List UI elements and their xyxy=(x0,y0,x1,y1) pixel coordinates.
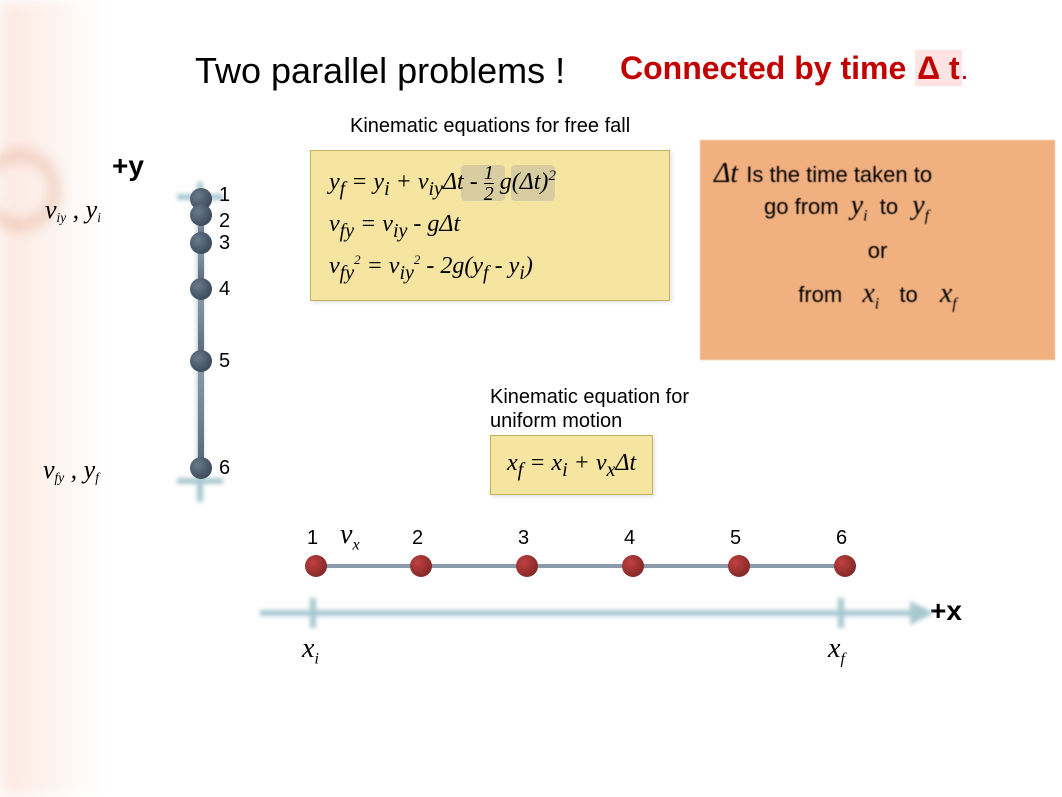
eq-line-3: vfy2 = viy2 - 2g(yf - yi) xyxy=(329,247,651,289)
title-main: Two parallel problems ! xyxy=(195,50,565,92)
label-vfy-yf: vfy , yf xyxy=(43,455,99,486)
haxis-line xyxy=(260,610,920,616)
vertical-ball-label: 6 xyxy=(219,457,230,480)
equation-box-freefall: yf = yi + viyΔt - 12 g(Δt)2 vfy = viy - … xyxy=(310,150,670,301)
vertical-ball-label: 2 xyxy=(219,210,230,233)
vline-seg xyxy=(198,296,204,354)
eq-line-1: yf = yi + viyΔt - 12 g(Δt)2 xyxy=(329,163,651,205)
horizontal-ball-label: 5 xyxy=(730,527,741,550)
subtitle-text: Connected by time xyxy=(620,50,915,86)
title-connected-by-time: Connected by time Δ t. xyxy=(620,50,967,87)
vertical-ball-label: 4 xyxy=(219,278,230,301)
eq-line-2: vfy = viy - gΔt xyxy=(329,205,651,247)
horizontal-ball-label: 2 xyxy=(412,527,423,550)
label-vx: vx xyxy=(340,519,360,555)
hline-seg xyxy=(428,564,520,568)
haxis-arrow-icon xyxy=(910,601,934,625)
vertical-ball xyxy=(190,350,212,372)
orange-yi: yi xyxy=(851,190,868,221)
vertical-ball-label: 5 xyxy=(219,350,230,373)
hline-seg xyxy=(746,564,838,568)
vertical-ball-label: 1 xyxy=(219,184,230,207)
equation-box-uniform: xf = xi + vxΔt xyxy=(490,435,653,495)
label-viy-yi: viy , yi xyxy=(45,195,101,226)
hline-seg xyxy=(640,564,732,568)
orange-gofrom: go from xyxy=(764,194,839,219)
horizontal-ball xyxy=(305,555,327,577)
label-xi: xi xyxy=(302,633,319,669)
orange-from: from xyxy=(798,282,842,307)
horizontal-axis: 123456 vx xi xf xyxy=(260,525,940,655)
horizontal-ball xyxy=(410,555,432,577)
haxis-tick-end xyxy=(838,598,844,628)
horizontal-ball xyxy=(728,555,750,577)
horizontal-ball-label: 3 xyxy=(518,527,529,550)
horizontal-ball xyxy=(516,555,538,577)
left-decor-gradient xyxy=(0,0,100,797)
orange-line1a: Is the time taken to xyxy=(746,158,932,188)
orange-to2: to xyxy=(899,282,917,307)
orange-to1: to xyxy=(880,194,898,219)
haxis-tick-start xyxy=(310,598,316,628)
vline-seg xyxy=(198,368,204,461)
hline-seg xyxy=(534,564,626,568)
hline-seg xyxy=(323,564,414,568)
vertical-ball xyxy=(190,232,212,254)
horizontal-ball xyxy=(834,555,856,577)
vertical-ball xyxy=(190,457,212,479)
horizontal-ball xyxy=(622,555,644,577)
horizontal-ball-label: 4 xyxy=(624,527,635,550)
heading-uniform: Kinematic equation for uniform motion xyxy=(490,385,720,433)
vertical-ball xyxy=(190,204,212,226)
eq-uniform-line: xf = xi + vxΔt xyxy=(507,450,636,476)
vertical-axis: 123456 xyxy=(162,182,222,502)
orange-or: or xyxy=(714,238,1041,264)
orange-explanation-box: Δt Is the time taken to go from yi to yf… xyxy=(700,140,1055,360)
y-axis-label: +y xyxy=(112,150,144,182)
vertical-ball-label: 3 xyxy=(219,232,230,255)
delta-t-highlight: Δ t xyxy=(915,50,962,86)
orange-dt: Δt xyxy=(714,158,738,190)
orange-xf: xf xyxy=(940,278,957,309)
vertical-ball xyxy=(190,278,212,300)
orange-xi: xi xyxy=(862,278,879,309)
horizontal-ball-label: 6 xyxy=(836,527,847,550)
orange-yf: yf xyxy=(912,190,929,221)
label-xf: xf xyxy=(828,633,845,669)
horizontal-ball-label: 1 xyxy=(307,527,318,550)
heading-freefall: Kinematic equations for free fall xyxy=(350,115,630,138)
